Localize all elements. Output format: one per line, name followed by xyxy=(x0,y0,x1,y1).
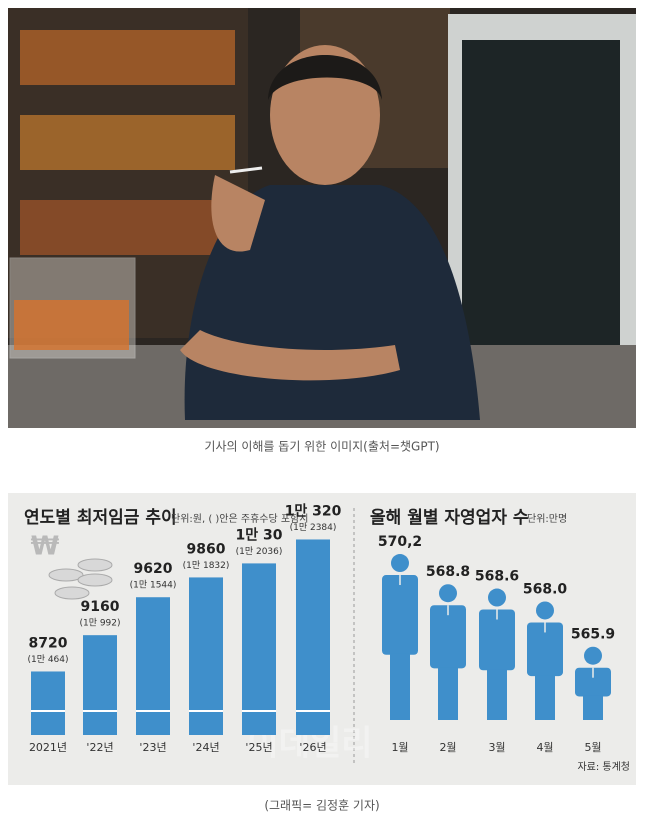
value-label: 9160 xyxy=(81,599,120,615)
bar xyxy=(189,577,223,735)
allowance-label: (1만 1544) xyxy=(130,580,177,591)
x-tick-label: 3월 xyxy=(488,741,505,754)
graphic-credit: (그래픽= 김정훈 기자) xyxy=(264,799,379,813)
bar xyxy=(83,635,117,735)
source: 자료: 통계청 xyxy=(577,761,630,773)
value-label: 8720 xyxy=(29,635,68,651)
value-label: 568.0 xyxy=(523,581,568,597)
allowance-label: (1만 464) xyxy=(27,654,68,665)
photo-caption: 기사의 이해를 돕기 위한 이미지(출처=챗GPT) xyxy=(204,439,439,454)
figure-head xyxy=(488,588,506,607)
bar xyxy=(31,671,65,735)
figure-head xyxy=(584,646,602,665)
x-tick-label: '23년 xyxy=(139,741,166,754)
allowance-label: (1만 2036) xyxy=(236,546,283,557)
x-tick-label: 2월 xyxy=(439,741,456,754)
figure-head xyxy=(439,584,457,603)
value-label: 568.6 xyxy=(475,569,519,585)
coin-icon: ₩ xyxy=(31,532,113,600)
figure-torso xyxy=(575,667,611,697)
fridge-glass xyxy=(462,40,620,380)
allowance-label: (1만 2384) xyxy=(290,522,337,533)
person-figure xyxy=(527,601,563,720)
figure-head xyxy=(536,601,554,620)
cigarette xyxy=(229,166,263,174)
value-label: 568.8 xyxy=(426,564,470,580)
figure-legs xyxy=(390,653,410,720)
value-label: 1만 30 xyxy=(236,527,283,543)
value-label: 1만 320 xyxy=(285,503,342,519)
chart-subtitle: 단위:원, ( )안은 주휴수당 포함시 xyxy=(171,512,308,525)
figure-torso xyxy=(430,605,466,669)
person-arm xyxy=(180,330,400,381)
candy xyxy=(14,300,129,350)
x-tick-label: '26년 xyxy=(299,741,326,754)
bar xyxy=(296,539,330,735)
value-label: 570,2 xyxy=(378,534,422,550)
figure-legs xyxy=(535,675,555,720)
allowance-label: (1만 992) xyxy=(79,618,120,629)
x-tick-label: 4월 xyxy=(536,741,553,754)
value-label: 9860 xyxy=(187,541,226,557)
bar xyxy=(136,597,170,735)
figure-legs xyxy=(583,695,603,720)
chart-subtitle: 단위:만명 xyxy=(527,512,567,525)
person-figure xyxy=(575,646,611,720)
coin xyxy=(54,586,90,600)
x-tick-label: 1월 xyxy=(391,741,408,754)
x-tick-label: '25년 xyxy=(245,741,272,754)
x-tick-label: '24년 xyxy=(192,741,219,754)
person-hand xyxy=(211,175,265,252)
coin xyxy=(77,558,113,572)
person-hair xyxy=(268,55,382,100)
value-label: 9620 xyxy=(134,561,173,577)
snack-row xyxy=(20,200,235,255)
figure-legs xyxy=(487,669,507,720)
bar xyxy=(242,563,276,735)
chart-title: 연도별 최저임금 추이 xyxy=(24,507,177,528)
photo xyxy=(8,8,636,428)
figure-legs xyxy=(438,667,458,720)
snack-row xyxy=(20,30,235,85)
x-tick-label: '22년 xyxy=(86,741,113,754)
figure-torso xyxy=(479,609,515,671)
coin xyxy=(48,568,84,582)
snack-row xyxy=(20,115,235,170)
coin xyxy=(77,573,113,587)
value-label: 565.9 xyxy=(571,627,615,643)
won-sign-icon: ₩ xyxy=(31,532,60,562)
figure-head xyxy=(391,554,409,573)
x-tick-label: 5월 xyxy=(584,741,601,754)
figure-torso xyxy=(527,622,563,677)
person-figure xyxy=(479,588,515,720)
chart-title: 올해 월별 자영업자 수 xyxy=(370,508,529,528)
person-figure xyxy=(430,584,466,720)
figure-torso xyxy=(382,575,418,655)
x-tick-label: 2021년 xyxy=(29,741,67,754)
allowance-label: (1만 1832) xyxy=(183,560,230,571)
person-figure xyxy=(382,554,418,720)
